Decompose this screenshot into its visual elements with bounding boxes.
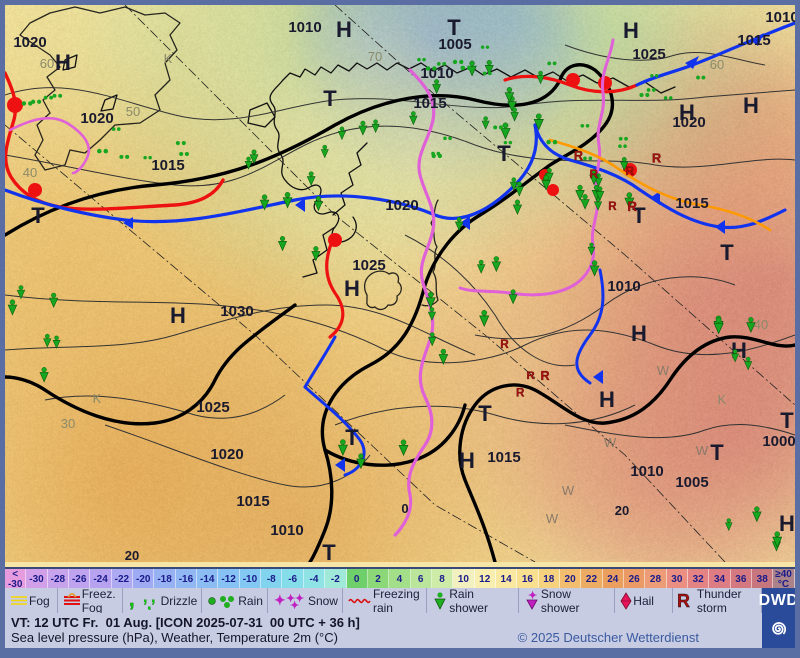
svg-text:R: R [608,201,617,213]
svg-text:20: 20 [125,548,139,562]
svg-text:40: 40 [754,317,768,332]
svg-text:1015: 1015 [151,157,184,174]
svg-text:1010: 1010 [630,463,663,480]
svg-text:1025: 1025 [352,257,385,274]
svg-text:20: 20 [615,503,629,518]
svg-text:H: H [631,321,647,346]
svg-text:T: T [780,408,794,433]
svg-text:T: T [323,86,337,111]
svg-text:1020: 1020 [210,446,243,463]
svg-text:T: T [31,203,45,228]
svg-text:T: T [720,240,734,265]
svg-text:H: H [599,387,615,412]
svg-text:H: H [623,18,639,43]
svg-text:1005: 1005 [675,474,708,491]
svg-text:K: K [718,392,727,407]
svg-text:1030: 1030 [220,303,253,320]
svg-text:H: H [170,303,186,328]
svg-text:1010: 1010 [270,522,303,539]
svg-text:0: 0 [401,501,408,516]
svg-text:1000: 1000 [762,433,795,450]
svg-text:R: R [677,591,690,611]
svg-text:H: H [779,511,795,536]
svg-text:R: R [652,150,662,165]
svg-text:R: R [627,199,637,214]
svg-text:H: H [679,100,695,125]
svg-text:T: T [447,15,461,40]
svg-text:1015: 1015 [236,493,269,510]
svg-text:1015: 1015 [675,195,708,212]
svg-text:70: 70 [368,49,382,64]
svg-text:1020: 1020 [385,197,418,214]
svg-text:W: W [562,483,575,498]
svg-text:,: , [151,592,155,606]
svg-text:✦: ✦ [274,593,286,608]
svg-text:W: W [604,435,617,450]
svg-text:1015: 1015 [737,32,770,49]
svg-text:30: 30 [61,416,75,431]
svg-text:1015: 1015 [413,95,446,112]
svg-text:R: R [540,369,549,383]
svg-text:1020: 1020 [13,34,46,51]
svg-text:60: 60 [710,57,724,72]
svg-text:60: 60 [40,56,54,71]
svg-text:✦: ✦ [290,600,299,609]
svg-text:H: H [344,276,360,301]
svg-text:1010: 1010 [765,9,795,26]
svg-text:H: H [55,50,71,75]
svg-text:1020: 1020 [80,110,113,127]
svg-text:H: H [336,17,352,42]
svg-text:R: R [574,148,584,163]
svg-text:H: H [459,448,475,473]
svg-text:50: 50 [126,104,140,119]
svg-text:R: R [527,370,535,382]
svg-text:T: T [478,401,492,426]
svg-text:T: T [497,141,511,166]
svg-text:1010: 1010 [607,278,640,295]
svg-text:R: R [516,387,525,399]
svg-text:H: H [743,93,759,118]
svg-text:1010: 1010 [288,19,321,36]
svg-text:1025: 1025 [196,399,229,416]
svg-text:T: T [322,540,336,562]
svg-text:K: K [164,51,173,66]
svg-text:,: , [129,592,135,610]
svg-text:,: , [147,596,151,610]
svg-text:T: T [710,440,724,465]
svg-text:40: 40 [23,165,37,180]
svg-text:R: R [589,167,598,181]
svg-text:K: K [93,391,102,406]
svg-text:T: T [345,425,359,450]
svg-text:W: W [696,443,709,458]
svg-text:1015: 1015 [487,449,520,466]
svg-text:W: W [657,363,670,378]
svg-text:W: W [546,511,559,526]
svg-text:R: R [500,338,509,351]
svg-text:R: R [625,164,634,178]
svg-text:1025: 1025 [632,46,665,63]
